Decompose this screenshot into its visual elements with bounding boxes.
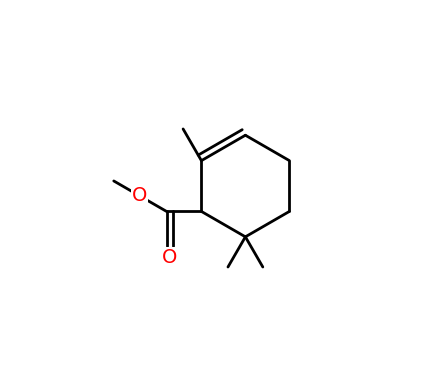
Text: O: O <box>162 248 178 267</box>
Text: O: O <box>132 186 147 205</box>
